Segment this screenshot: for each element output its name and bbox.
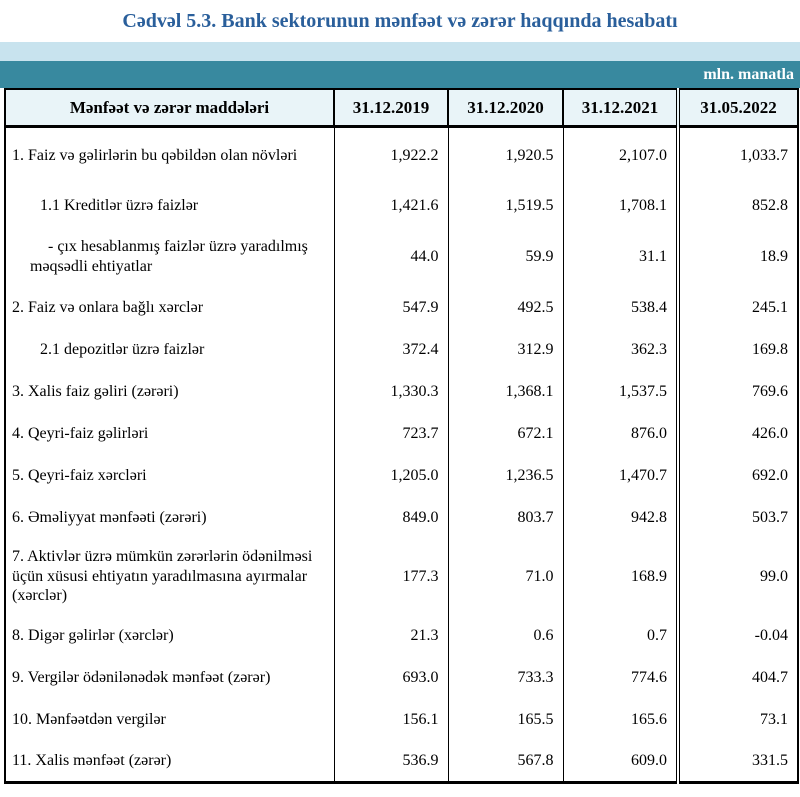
value-cell: 1,236.5 <box>447 454 563 497</box>
value-cell: 331.5 <box>676 740 798 783</box>
value-cell: 44.0 <box>333 226 448 287</box>
decorative-band-light <box>0 42 800 61</box>
value-cell: 769.6 <box>676 370 798 413</box>
value-cell: 168.9 <box>562 538 678 615</box>
profit-loss-table: Mənfəət və zərər maddələri 31.12.2019 31… <box>4 88 799 784</box>
value-cell: 723.7 <box>333 412 448 455</box>
row-label: 1.1 Kreditlər üzrə faizlər <box>40 196 199 214</box>
table-row: - çıx hesablanmış faizlər üzrə yaradılmı… <box>5 226 798 287</box>
table-row: 1. Faiz və gəlirlərin bu qəbildən olan n… <box>5 126 798 185</box>
value-cell: 1,922.2 <box>333 126 448 185</box>
col-header-2021: 31.12.2021 <box>562 89 678 128</box>
value-cell: 803.7 <box>447 496 563 539</box>
value-cell: 672.1 <box>447 412 563 455</box>
value-cell: 177.3 <box>333 538 448 615</box>
row-label: 2.1 depozitlər üzrə faizlər <box>40 340 205 358</box>
value-cell: 245.1 <box>676 286 798 329</box>
row-label: 2. Faiz və onlara bağlı xərclər <box>12 298 204 316</box>
value-cell: 21.3 <box>333 614 448 657</box>
table-row: 11. Xalis mənfəət (zərər) 536.9 567.8 60… <box>5 740 798 783</box>
value-cell: 492.5 <box>447 286 563 329</box>
row-label: 8. Digər gəlirlər (xərclər) <box>12 626 174 644</box>
row-label: 7. Aktivlər üzrə mümkün zərərlərin ödəni… <box>12 548 313 605</box>
table-row: 2.1 depozitlər üzrə faizlər 372.4 312.9 … <box>5 328 798 371</box>
row-label: 5. Qeyri-faiz xərcləri <box>12 466 147 484</box>
value-cell: 1,470.7 <box>562 454 678 497</box>
value-cell: -0.04 <box>676 614 798 657</box>
col-header-2019: 31.12.2019 <box>333 89 448 128</box>
value-cell: 547.9 <box>333 286 448 329</box>
value-cell: 165.6 <box>562 698 678 741</box>
value-cell: 59.9 <box>447 226 563 287</box>
value-cell: 1,519.5 <box>447 184 563 227</box>
value-cell: 362.3 <box>562 328 678 371</box>
value-cell: 849.0 <box>333 496 448 539</box>
value-cell: 2,107.0 <box>562 126 678 185</box>
table-row: 6. Əməliyyat mənfəəti (zərəri) 849.0 803… <box>5 496 798 539</box>
value-cell: 0.7 <box>562 614 678 657</box>
value-cell: 567.8 <box>447 740 563 783</box>
value-cell: 73.1 <box>676 698 798 741</box>
row-label: 11. Xalis mənfəət (zərər) <box>12 751 172 769</box>
value-cell: 852.8 <box>676 184 798 227</box>
value-cell: 1,205.0 <box>333 454 448 497</box>
table-row: 3. Xalis faiz gəliri (zərəri) 1,330.3 1,… <box>5 370 798 413</box>
page-title: Cədvəl 5.3. Bank sektorunun mənfəət və z… <box>122 10 678 32</box>
row-label: 4. Qeyri-faiz gəlirləri <box>12 424 149 442</box>
table-row: 5. Qeyri-faiz xərcləri 1,205.0 1,236.5 1… <box>5 454 798 497</box>
value-cell: 404.7 <box>676 656 798 699</box>
value-cell: 0.6 <box>447 614 563 657</box>
value-cell: 876.0 <box>562 412 678 455</box>
value-cell: 1,920.5 <box>447 126 563 185</box>
value-cell: 31.1 <box>562 226 678 287</box>
row-label: - çıx hesablanmış faizlər üzrə yaradılmı… <box>30 237 308 275</box>
value-cell: 312.9 <box>447 328 563 371</box>
row-label: 1. Faiz və gəlirlərin bu qəbildən olan n… <box>12 147 298 165</box>
col-header-items: Mənfəət və zərər maddələri <box>5 89 334 128</box>
table-row: 4. Qeyri-faiz gəlirləri 723.7 672.1 876.… <box>5 412 798 455</box>
value-cell: 426.0 <box>676 412 798 455</box>
table-header-row: Mənfəət və zərər maddələri 31.12.2019 31… <box>5 89 798 128</box>
table-row: 2. Faiz və onlara bağlı xərclər 547.9 49… <box>5 286 798 329</box>
value-cell: 733.3 <box>447 656 563 699</box>
value-cell: 609.0 <box>562 740 678 783</box>
value-cell: 18.9 <box>676 226 798 287</box>
table-row: 7. Aktivlər üzrə mümkün zərərlərin ödəni… <box>5 538 798 615</box>
value-cell: 99.0 <box>676 538 798 615</box>
value-cell: 536.9 <box>333 740 448 783</box>
table-row: 8. Digər gəlirlər (xərclər) 21.3 0.6 0.7… <box>5 614 798 657</box>
value-cell: 71.0 <box>447 538 563 615</box>
value-cell: 169.8 <box>676 328 798 371</box>
value-cell: 1,368.1 <box>447 370 563 413</box>
value-cell: 1,330.3 <box>333 370 448 413</box>
value-cell: 1,033.7 <box>676 126 798 185</box>
value-cell: 165.5 <box>447 698 563 741</box>
value-cell: 538.4 <box>562 286 678 329</box>
row-label: 9. Vergilər ödənilənədək mənfəət (zərər) <box>12 668 271 686</box>
unit-label: mln. manatla <box>703 66 794 83</box>
row-label: 10. Mənfəətdən vergilər <box>12 710 166 728</box>
value-cell: 693.0 <box>333 656 448 699</box>
value-cell: 692.0 <box>676 454 798 497</box>
col-header-2022: 31.05.2022 <box>676 89 798 128</box>
value-cell: 1,537.5 <box>562 370 678 413</box>
value-cell: 1,421.6 <box>333 184 448 227</box>
value-cell: 1,708.1 <box>562 184 678 227</box>
value-cell: 503.7 <box>676 496 798 539</box>
table-row: 1.1 Kreditlər üzrə faizlər 1,421.6 1,519… <box>5 184 798 227</box>
value-cell: 942.8 <box>562 496 678 539</box>
value-cell: 156.1 <box>333 698 448 741</box>
col-header-2020: 31.12.2020 <box>447 89 563 128</box>
unit-band: mln. manatla <box>0 61 800 88</box>
row-label: 3. Xalis faiz gəliri (zərəri) <box>12 382 179 400</box>
value-cell: 774.6 <box>562 656 678 699</box>
row-label: 6. Əməliyyat mənfəəti (zərəri) <box>12 508 207 526</box>
value-cell: 372.4 <box>333 328 448 371</box>
table-row: 10. Mənfəətdən vergilər 156.1 165.5 165.… <box>5 698 798 741</box>
table-row: 9. Vergilər ödənilənədək mənfəət (zərər)… <box>5 656 798 699</box>
